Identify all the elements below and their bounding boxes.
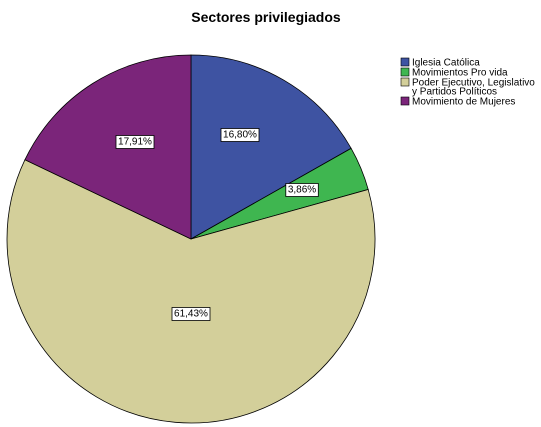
chart-title: Sectores privilegiados: [191, 9, 341, 25]
legend-item: Movimiento de Mujeres: [400, 96, 515, 108]
data-label-text: 17,91%: [118, 137, 152, 148]
legend-label: Iglesia Católica: [412, 58, 480, 69]
legend-item: Movimientos Pro vida: [400, 67, 508, 79]
slice-iglesia-catolica: [190, 54, 352, 240]
data-label-box: [285, 183, 319, 197]
legend-label: Movimientos Pro vida: [412, 68, 508, 79]
legend-label: Poder Ejecutivo, Legislativo: [412, 78, 535, 89]
legend-swatch: [400, 77, 410, 87]
data-label-text: 3,86%: [288, 185, 316, 196]
data-label-box: [220, 128, 260, 142]
data-label: 17,91%: [115, 135, 155, 149]
legend-swatch: [400, 57, 410, 67]
data-label: 16,80%: [220, 128, 260, 142]
legend-item: Iglesia Católica: [400, 57, 480, 69]
data-label-box: [115, 135, 155, 149]
legend-swatch: [400, 67, 410, 77]
legend-label: y Partidos Políticos: [412, 87, 497, 98]
data-label-text: 61,43%: [174, 309, 208, 320]
data-label-box: [171, 307, 211, 321]
data-label-text: 16,80%: [223, 130, 257, 141]
slice-poder-ejecutivo: [6, 159, 376, 424]
legend-label: Movimiento de Mujeres: [412, 97, 515, 108]
pie-slices: [6, 54, 376, 424]
legend-swatch: [400, 96, 410, 106]
data-label: 61,43%: [171, 307, 211, 321]
slice-movimiento-de-mujeres: [24, 54, 192, 240]
data-label: 3,86%: [285, 183, 319, 197]
data-labels: 16,80% 3,86% 61,43% 17,91%: [115, 128, 319, 321]
